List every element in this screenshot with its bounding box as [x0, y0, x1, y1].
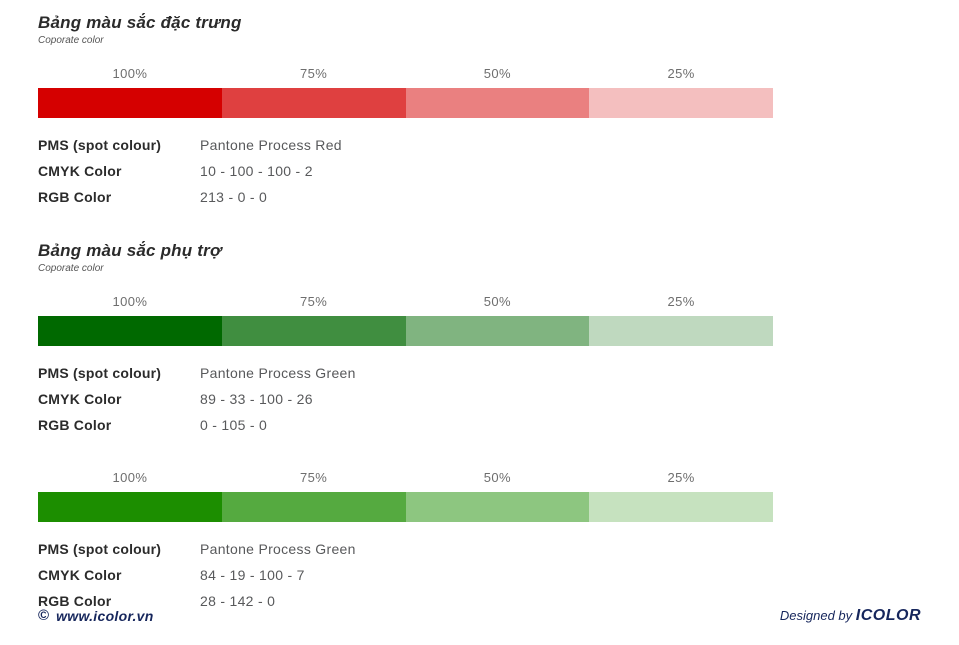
tint-label-100: 100%	[112, 66, 148, 81]
spec-row-rgb: RGB Color 28 - 142 - 0	[38, 588, 773, 614]
color-specs: PMS (spot colour) Pantone Process Red CM…	[38, 132, 773, 210]
spec-value: Pantone Process Green	[200, 541, 356, 557]
section-subtitle: Coporate color	[38, 35, 104, 46]
tint-swatch-50	[405, 492, 590, 522]
section-subtitle: Coporate color	[38, 263, 104, 274]
spec-row-cmyk: CMYK Color 10 - 100 - 100 - 2	[38, 158, 773, 184]
spec-label: CMYK Color	[38, 391, 122, 407]
website-link[interactable]: www.icolor.vn	[56, 607, 154, 624]
section-title: Bảng màu sắc đặc trưng	[38, 13, 242, 32]
spec-value: 213 - 0 - 0	[200, 189, 268, 205]
section-primary-color: Bảng màu sắc đặc trưng Coporate color 10…	[38, 12, 959, 210]
tint-swatch-100	[38, 88, 222, 118]
spec-row-rgb: RGB Color 0 - 105 - 0	[38, 412, 773, 438]
tint-bar-bright-green	[38, 492, 773, 522]
tint-percent-labels: 100% 75% 50% 25%	[38, 66, 773, 82]
tint-percent-labels: 100% 75% 50% 25%	[38, 294, 773, 310]
spec-row-pms: PMS (spot colour) Pantone Process Green	[38, 536, 773, 562]
designed-by-text: Designed by	[779, 608, 856, 623]
tint-label-50: 50%	[483, 66, 511, 81]
color-specs: PMS (spot colour) Pantone Process Green …	[38, 536, 773, 614]
tint-label-75: 75%	[300, 470, 328, 485]
spec-row-rgb: RGB Color 213 - 0 - 0	[38, 184, 773, 210]
spec-value: Pantone Process Red	[200, 137, 342, 153]
content-area: Bảng màu sắc đặc trưng Coporate color 10…	[38, 12, 959, 614]
spec-row-cmyk: CMYK Color 84 - 19 - 100 - 7	[38, 562, 773, 588]
spec-label: CMYK Color	[38, 163, 122, 179]
spec-label: CMYK Color	[38, 567, 122, 583]
spec-label: PMS (spot colour)	[38, 541, 162, 557]
spec-label: RGB Color	[38, 593, 112, 609]
tint-swatch-75	[221, 316, 406, 346]
tint-bar-red	[38, 88, 773, 118]
tint-swatch-75	[221, 492, 406, 522]
tint-label-25: 25%	[667, 66, 695, 81]
color-block-dark-green: 100% 75% 50% 25% PMS (spot colour) Panto…	[38, 294, 773, 438]
brand-name: ICOLOR	[855, 607, 921, 624]
color-specs: PMS (spot colour) Pantone Process Green …	[38, 360, 773, 438]
tint-swatch-25	[589, 316, 773, 346]
footer: © www.icolor.vn Designed by ICOLOR	[38, 607, 921, 625]
spec-label: RGB Color	[38, 189, 112, 205]
spec-value: Pantone Process Green	[200, 365, 356, 381]
tint-label-100: 100%	[112, 294, 148, 309]
spec-row-pms: PMS (spot colour) Pantone Process Red	[38, 132, 773, 158]
color-block-red: 100% 75% 50% 25% PMS (spot colour) Panto…	[38, 66, 773, 210]
tint-swatch-100	[38, 492, 222, 522]
spec-label: PMS (spot colour)	[38, 365, 162, 381]
spec-value: 84 - 19 - 100 - 7	[200, 567, 305, 583]
tint-label-25: 25%	[667, 294, 695, 309]
tint-label-25: 25%	[667, 470, 695, 485]
tint-swatch-25	[589, 492, 773, 522]
spec-row-pms: PMS (spot colour) Pantone Process Green	[38, 360, 773, 386]
tint-label-100: 100%	[112, 470, 148, 485]
color-block-bright-green: 100% 75% 50% 25% PMS (spot colour) Panto…	[38, 470, 773, 614]
section-title: Bảng màu sắc phụ trợ	[38, 241, 222, 260]
tint-swatch-50	[405, 88, 590, 118]
tint-label-75: 75%	[300, 66, 328, 81]
spec-row-cmyk: CMYK Color 89 - 33 - 100 - 26	[38, 386, 773, 412]
footer-copyright: © www.icolor.vn	[38, 608, 154, 624]
footer-credit: Designed by ICOLOR	[780, 607, 921, 625]
tint-swatch-100	[38, 316, 222, 346]
spec-value: 89 - 33 - 100 - 26	[200, 391, 313, 407]
spec-label: RGB Color	[38, 417, 112, 433]
tint-label-50: 50%	[483, 294, 511, 309]
tint-label-75: 75%	[300, 294, 328, 309]
tint-swatch-25	[589, 88, 773, 118]
spec-value: 10 - 100 - 100 - 2	[200, 163, 313, 179]
spec-value: 28 - 142 - 0	[200, 593, 276, 609]
tint-bar-dark-green	[38, 316, 773, 346]
tint-label-50: 50%	[483, 470, 511, 485]
section-auxiliary-colors: Bảng màu sắc phụ trợ Coporate color 100%…	[38, 240, 959, 614]
copyright-icon: ©	[38, 607, 50, 624]
spec-value: 0 - 105 - 0	[200, 417, 268, 433]
tint-swatch-75	[221, 88, 406, 118]
tint-swatch-50	[405, 316, 590, 346]
tint-percent-labels: 100% 75% 50% 25%	[38, 470, 773, 486]
spec-label: PMS (spot colour)	[38, 137, 162, 153]
